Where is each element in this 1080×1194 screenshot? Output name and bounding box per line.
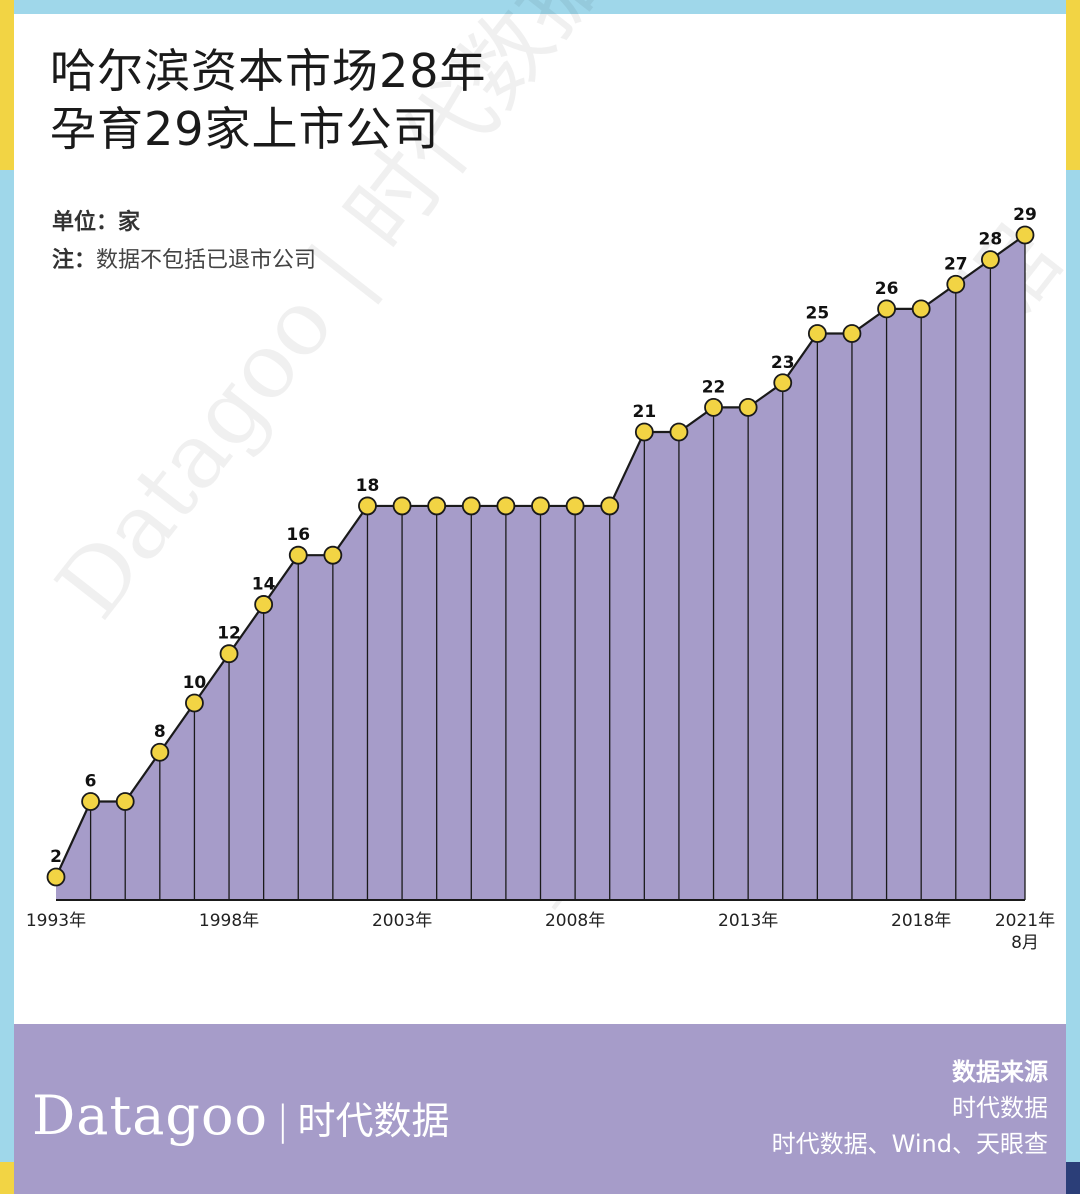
data-point <box>81 792 101 811</box>
x-tick-label: 8月 <box>1011 933 1039 953</box>
x-tick-label: 1998年 <box>199 911 259 931</box>
data-point <box>185 693 204 713</box>
data-point <box>669 422 689 442</box>
data-label: 2 <box>50 847 62 867</box>
data-point <box>496 496 516 516</box>
footer: Datagoo | 时代数据 数据来源 时代数据 时代数据、Wind、天眼查 <box>14 1024 1066 1194</box>
data-label: 26 <box>875 279 899 299</box>
data-label: 25 <box>806 304 830 324</box>
source-line-2: 时代数据、Wind、天眼查 <box>771 1130 1048 1158</box>
data-label: 6 <box>85 771 97 791</box>
chart-title: 哈尔滨资本市场28年 孕育29家上市公司 <box>50 42 487 158</box>
chart-title-line-2: 孕育29家上市公司 <box>50 102 440 156</box>
data-label: 22 <box>702 377 726 397</box>
data-point <box>738 398 758 417</box>
frame-right <box>1066 0 1080 1194</box>
data-point <box>323 545 343 565</box>
data-point <box>877 299 896 319</box>
unit-row: 单位：家 <box>52 204 316 242</box>
data-point <box>911 299 931 319</box>
data-label: 27 <box>944 254 968 274</box>
data-label: 29 <box>1013 205 1037 225</box>
note-label: 注： <box>52 248 97 273</box>
x-tick-label: 2013年 <box>718 911 778 931</box>
frame-left-accent <box>0 0 14 170</box>
x-tick-label: 1993年 <box>26 911 86 931</box>
data-label: 12 <box>217 624 241 644</box>
x-tick-label: 2003年 <box>372 911 432 931</box>
data-point <box>1015 225 1035 245</box>
data-point <box>946 274 966 294</box>
data-point <box>807 324 827 343</box>
data-point <box>288 545 308 565</box>
brand-cn: 时代数据 <box>297 1099 450 1143</box>
data-point <box>115 792 135 811</box>
data-point <box>565 496 585 516</box>
data-point <box>427 496 447 516</box>
chart-meta: 单位：家 注：数据不包括已退市公司 <box>52 204 316 280</box>
data-point <box>392 496 412 516</box>
frame-bottom-accent-yellow <box>0 1162 14 1194</box>
source-title: 数据来源 <box>952 1058 1048 1086</box>
brand-separator: | <box>275 1098 290 1144</box>
data-label: 23 <box>771 353 795 373</box>
data-label: 16 <box>286 525 310 545</box>
data-point <box>358 496 377 516</box>
data-point <box>704 398 723 417</box>
note-row: 注：数据不包括已退市公司 <box>52 242 316 280</box>
brand-logo: Datagoo | 时代数据 <box>32 1084 449 1147</box>
data-point <box>150 742 170 762</box>
frame-right-accent <box>1066 0 1080 170</box>
unit-label: 单位： <box>52 210 119 235</box>
data-point <box>842 324 862 343</box>
data-label: 28 <box>979 230 1003 250</box>
data-label: 18 <box>356 476 380 496</box>
x-tick-label: 2021年 <box>995 911 1055 931</box>
source-line-1: 时代数据 <box>952 1094 1048 1122</box>
data-label: 14 <box>252 574 276 594</box>
data-label: 8 <box>154 722 166 742</box>
data-point <box>46 867 66 887</box>
x-tick-label: 2018年 <box>891 911 951 931</box>
x-tick-label: 2008年 <box>545 911 605 931</box>
data-label: 21 <box>632 402 656 422</box>
brand-latin: Datagoo <box>32 1084 268 1147</box>
frame-top <box>0 0 1080 14</box>
data-point <box>254 595 274 614</box>
data-label: 10 <box>183 673 207 693</box>
frame-bottom-accent-navy <box>1066 1162 1080 1194</box>
data-point <box>531 496 550 516</box>
chart-title-line-1: 哈尔滨资本市场28年 <box>50 44 487 98</box>
data-point <box>980 250 1000 270</box>
data-point <box>219 644 239 664</box>
data-point <box>600 496 620 516</box>
data-source: 数据来源 时代数据 时代数据、Wind、天眼查 <box>772 1054 1048 1162</box>
data-point <box>461 496 481 516</box>
data-point <box>634 422 654 442</box>
note-value: 数据不包括已退市公司 <box>96 248 317 273</box>
unit-value: 家 <box>118 210 141 235</box>
frame-left <box>0 0 14 1194</box>
data-point <box>773 373 793 393</box>
